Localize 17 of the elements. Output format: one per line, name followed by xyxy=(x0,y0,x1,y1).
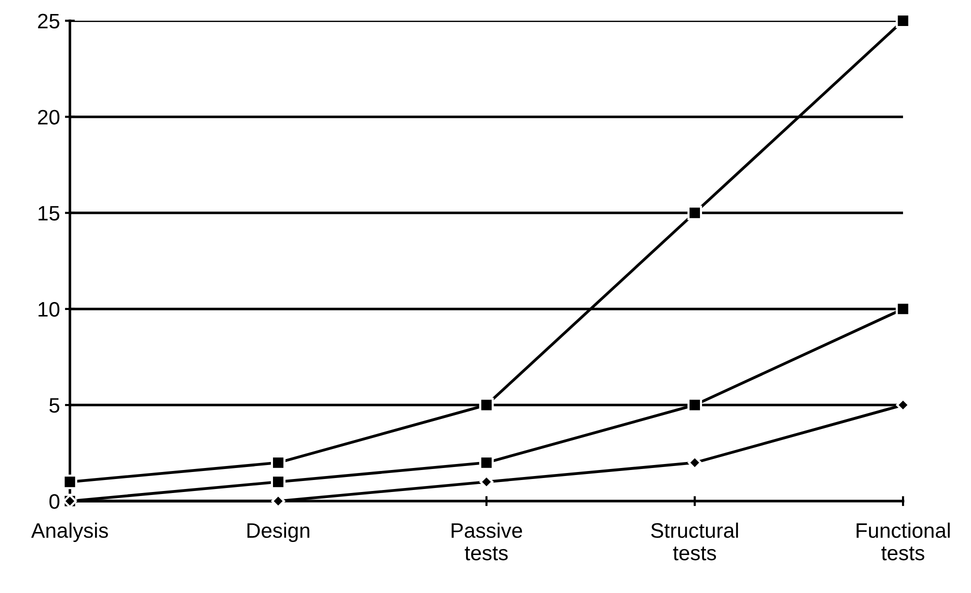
y-tick-label: 25 xyxy=(38,14,60,29)
y-tick-label: 15 xyxy=(38,206,60,221)
y-tick-label: 10 xyxy=(38,302,60,317)
x-tick-label: Passive tests xyxy=(452,522,522,560)
y-tick-label: 0 xyxy=(49,494,60,509)
point xyxy=(896,302,910,316)
x-tick-label: Analysis xyxy=(31,522,108,542)
point xyxy=(687,398,702,412)
x-tick-label: Structural tests xyxy=(651,522,738,560)
y-tick-label: 5 xyxy=(49,398,60,413)
point xyxy=(687,206,702,220)
y-tick-label: 20 xyxy=(38,110,60,125)
point xyxy=(62,474,78,490)
x-tick-label: Design xyxy=(247,522,310,542)
point xyxy=(270,474,286,490)
x-tick-label: Functional tests xyxy=(856,522,950,560)
point xyxy=(479,398,494,412)
